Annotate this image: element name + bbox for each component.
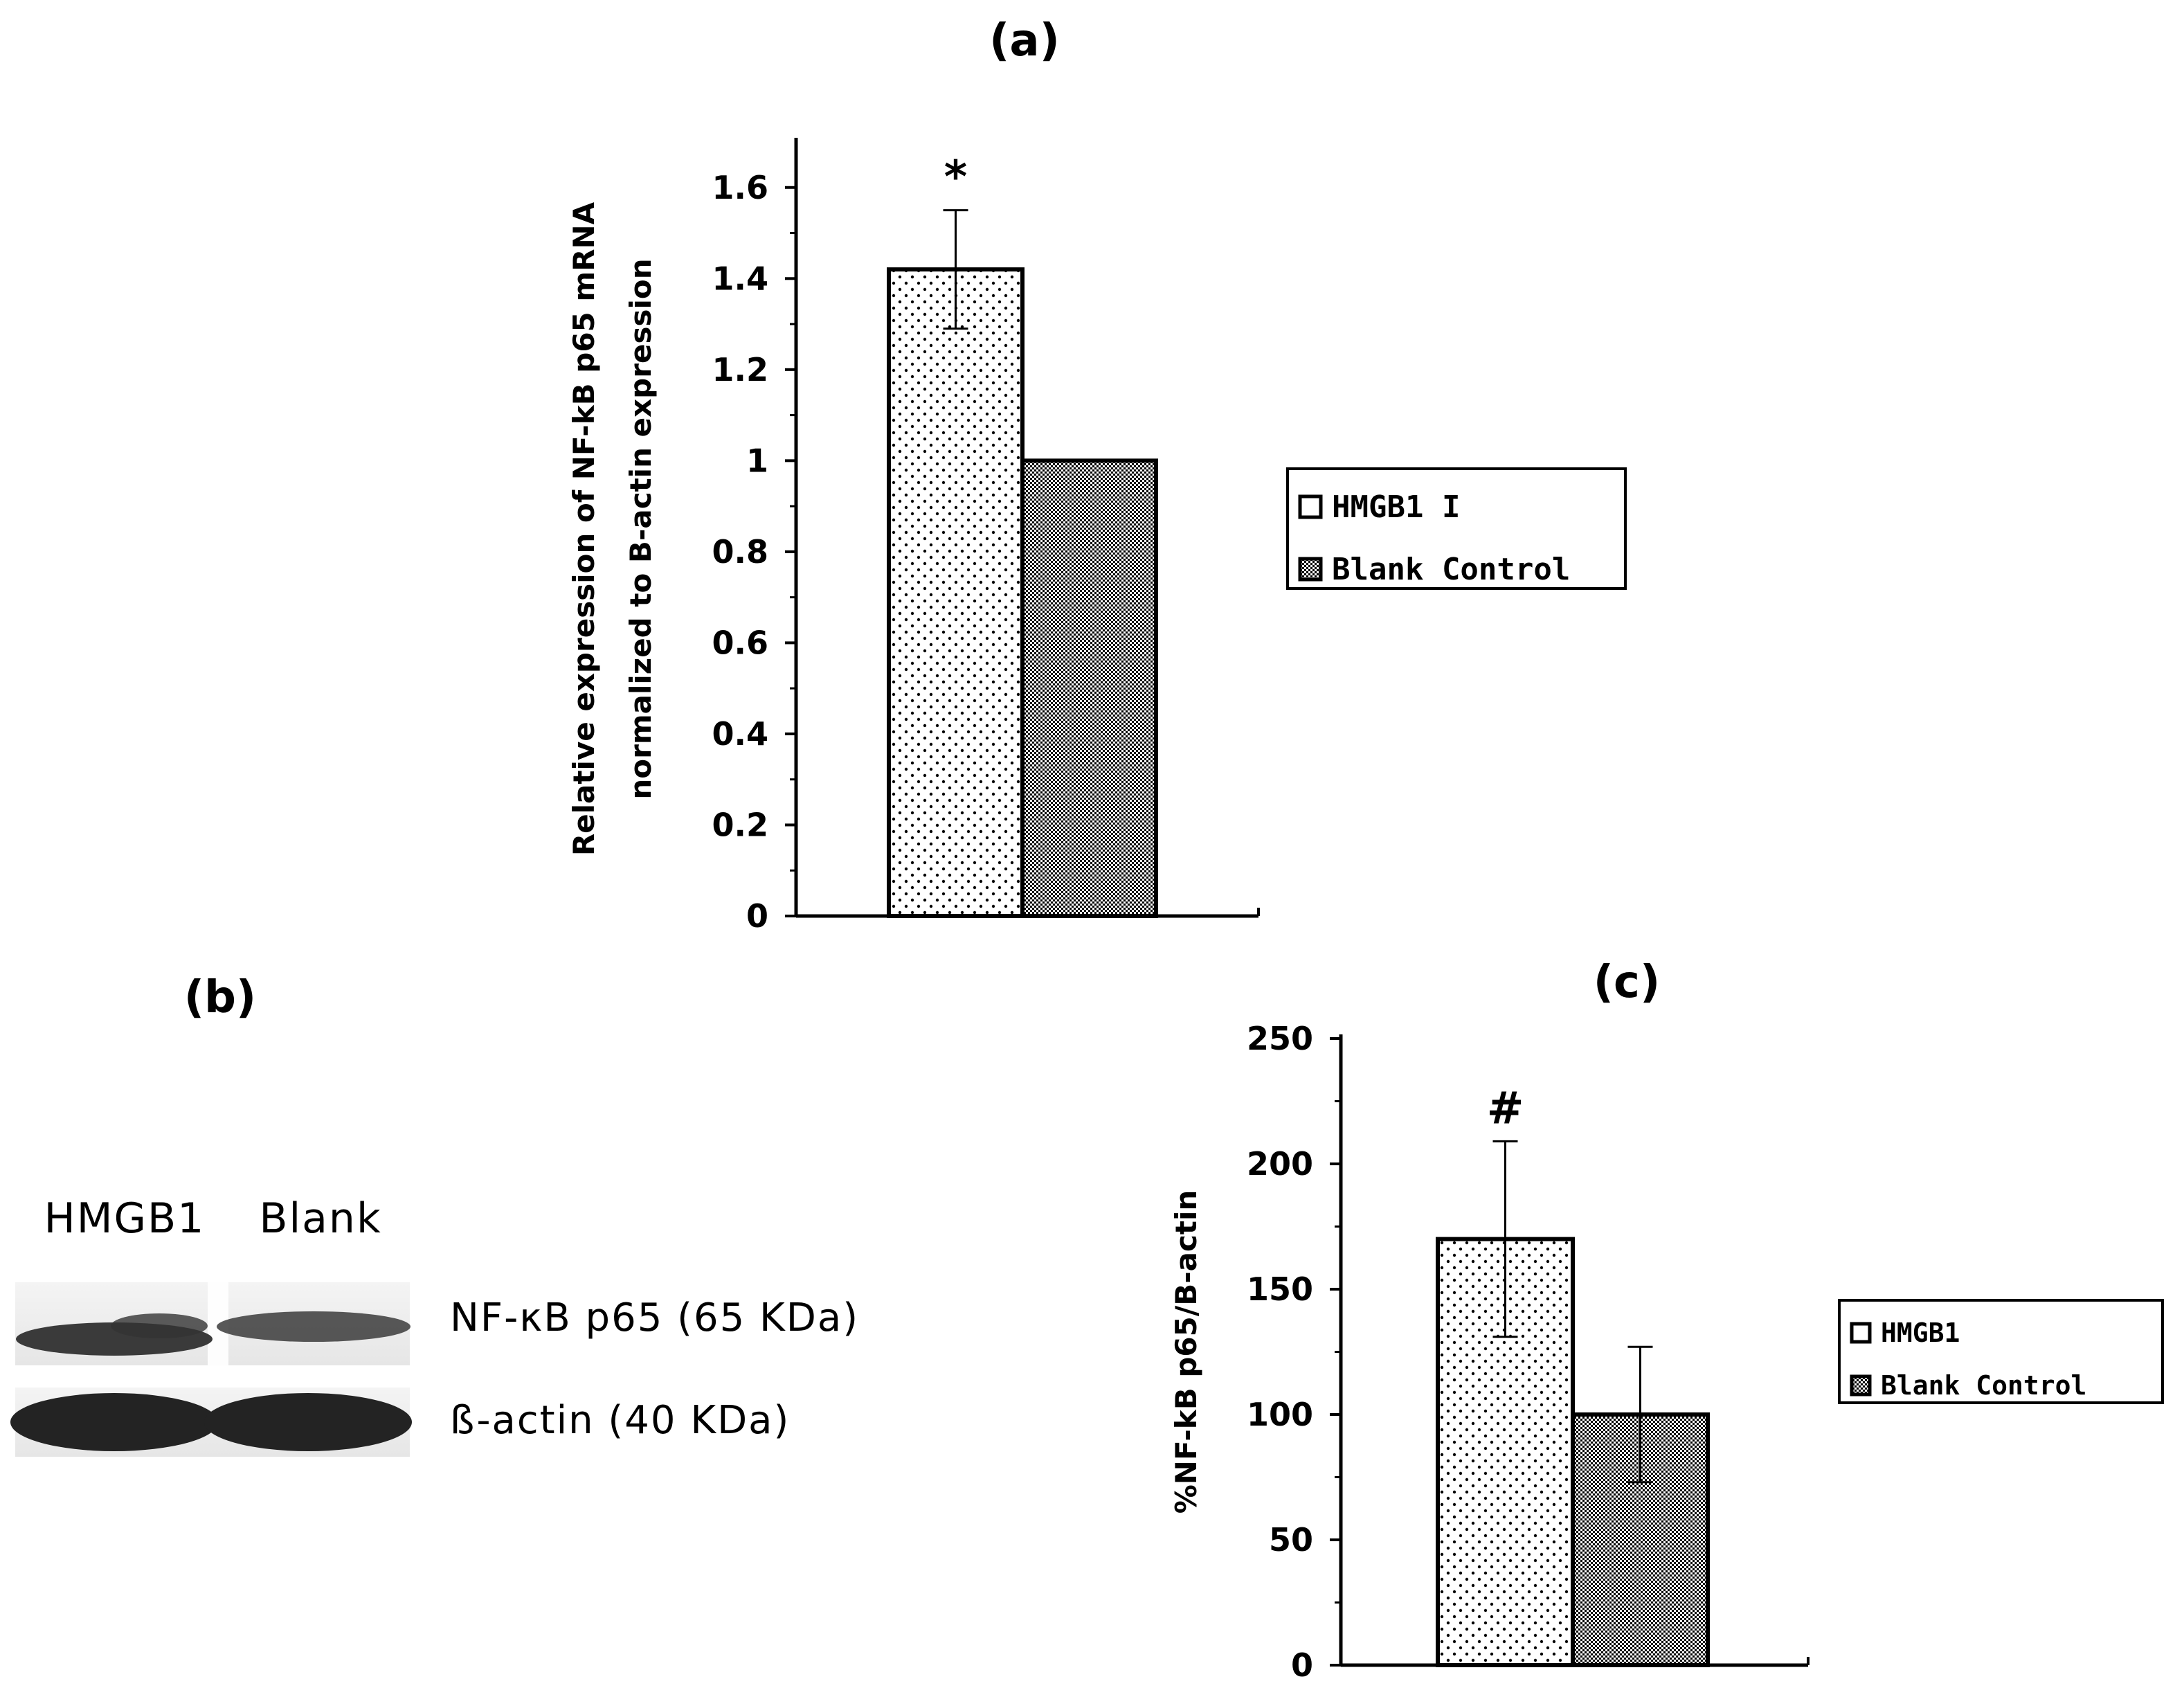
legend-label: HMGB1 I — [1332, 490, 1460, 525]
blot-label-p65: NF-κB p65 (65 KDa) — [450, 1295, 859, 1340]
blot-band-actin-hmgb1 — [10, 1393, 218, 1451]
blot-band-p65-blank — [217, 1311, 410, 1342]
significance-mark: * — [944, 152, 967, 204]
blot-lane-label-blank: Blank — [259, 1194, 381, 1243]
y-tick-label: 50 — [1269, 1521, 1313, 1559]
legend-label: HMGB1 — [1881, 1318, 1960, 1348]
y-tick-label: 0.2 — [712, 806, 769, 843]
y-axis-title: %NF-kB p65/B-actin — [1169, 1190, 1203, 1514]
western-blot: HMGB1 Blank NF-κB p65 (65 KDa) ß-actin (… — [10, 1194, 859, 1457]
blot-band-actin-blank — [204, 1393, 412, 1451]
chart-c: 0 50 100 150 200 250 %NF-kB p65/B-actin # HMGB1 B… — [1169, 1020, 2164, 1684]
panel-label-a: (a) — [989, 15, 1060, 66]
blot-band-p65-hmgb1-tail — [111, 1313, 208, 1338]
blot-label-actin: ß-actin (40 KDa) — [450, 1398, 790, 1443]
bar-1 — [1020, 458, 1158, 918]
y-tick-label: 0 — [746, 897, 768, 935]
y-tick-label: 150 — [1247, 1270, 1313, 1308]
bar-0 — [887, 267, 1025, 918]
y-axis-title: normalized to B-actin expression — [624, 258, 658, 799]
significance-mark: # — [1487, 1083, 1524, 1134]
legend-label: Blank Control — [1881, 1370, 2086, 1401]
legend-swatch — [1298, 557, 1323, 582]
panel-label-c: (c) — [1594, 957, 1660, 1008]
legend-swatch — [1850, 1322, 1872, 1344]
legend-swatch — [1850, 1374, 1872, 1397]
chart-a: 0 0.2 0.4 0.6 0.8 1 1.2 1.4 1.6 Relative expressi… — [567, 138, 1627, 935]
y-tick-label: 1.2 — [712, 351, 769, 388]
legend-box — [1286, 467, 1627, 590]
legend-swatch — [1298, 494, 1323, 519]
y-tick-label: 250 — [1247, 1020, 1313, 1057]
y-tick-label: 0.6 — [712, 624, 769, 661]
y-tick-label: 1 — [746, 442, 768, 479]
y-tick-label: 0.4 — [712, 715, 769, 753]
y-tick-label: 200 — [1247, 1145, 1313, 1183]
y-tick-label: 1.6 — [712, 169, 769, 206]
legend-box — [1838, 1299, 2164, 1404]
y-axis-title: Relative expression of NF-kB p65 mRNA — [567, 201, 601, 856]
blot-lane-label-hmgb1: HMGB1 — [44, 1194, 206, 1243]
y-tick-label: 100 — [1247, 1396, 1313, 1433]
y-tick-label: 0 — [1291, 1646, 1313, 1684]
y-tick-label: 0.8 — [712, 533, 769, 571]
legend-label: Blank Control — [1332, 552, 1570, 587]
panel-label-b: (b) — [184, 972, 256, 1023]
y-tick-label: 1.4 — [712, 260, 769, 297]
